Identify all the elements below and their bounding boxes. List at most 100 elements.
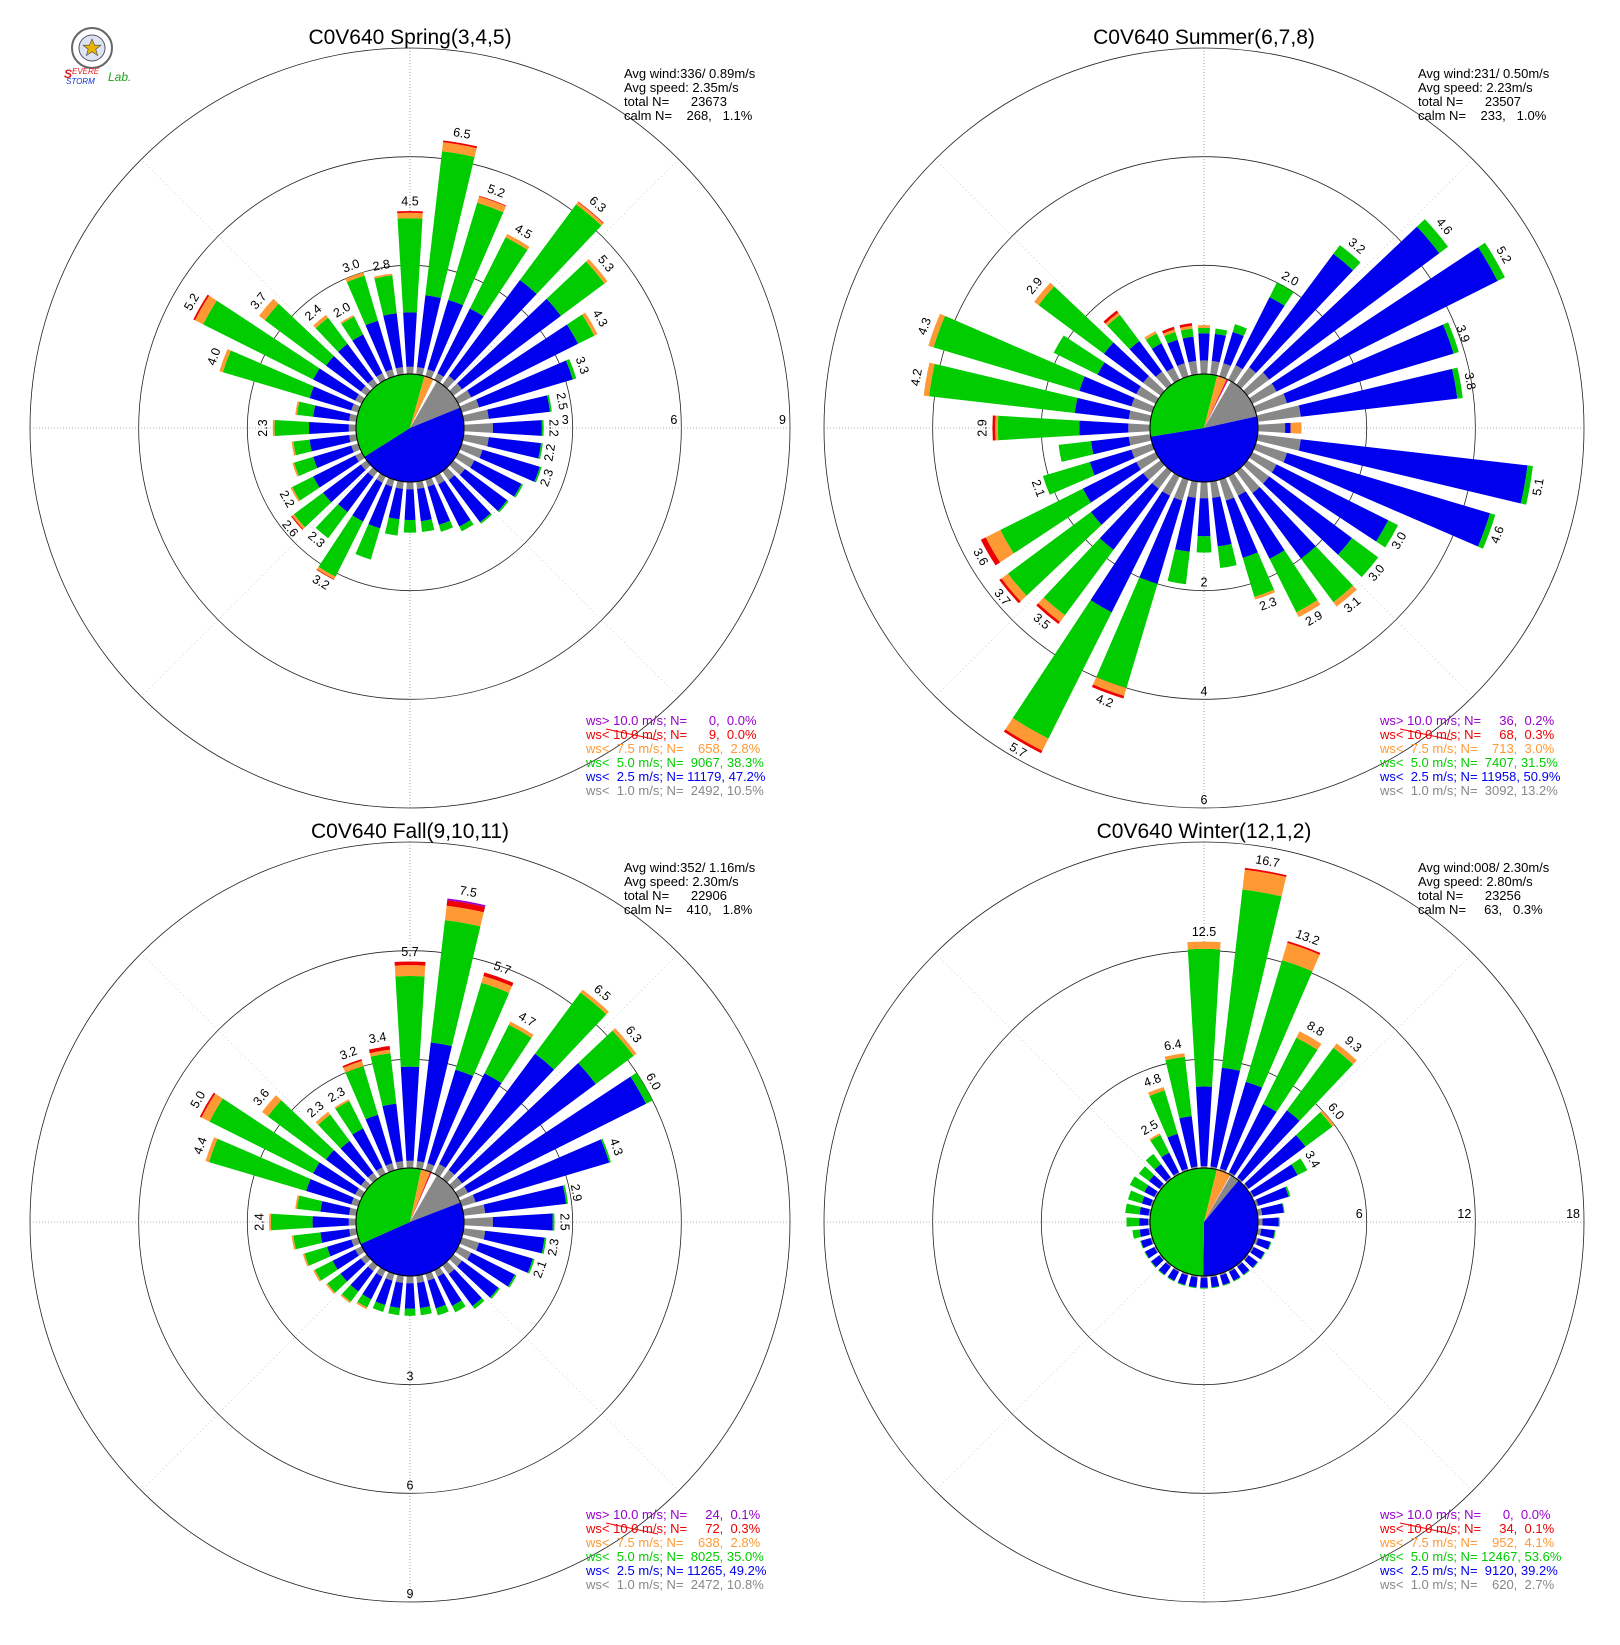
bar-segment-lt5 (1443, 322, 1459, 354)
bar-segment-lt5 (404, 1308, 416, 1316)
bar-segment-lt25 (313, 445, 354, 469)
bar-segment-lt1 (1177, 363, 1189, 379)
bar-segment-lt5 (1416, 219, 1449, 254)
info-avg-wind: Avg wind:336/ 0.89m/s (624, 66, 756, 81)
bar-segment-lt25 (1197, 498, 1211, 537)
bar-segment-lt75 (1333, 1043, 1357, 1065)
info-calm: calm N= 233, 1.0% (1418, 108, 1547, 123)
bar-segment-lt75 (313, 1269, 322, 1282)
bar-segment-lt25 (1151, 1255, 1164, 1268)
bar-segment-lt75 (291, 441, 296, 456)
bar-segment-lt1 (434, 473, 445, 485)
bar-segment-lt5 (1217, 543, 1237, 568)
bar-segment-lt25 (1271, 464, 1389, 542)
bar-segment-lt25 (417, 487, 432, 522)
bar-segment-lt75 (442, 142, 477, 158)
bar-segment-lt5 (578, 1030, 634, 1084)
bar-segment-lt75 (291, 514, 305, 530)
bar-segment-lt5 (600, 1138, 612, 1163)
bar-segment-lt1 (455, 390, 472, 404)
bar-segment-lt25 (1167, 1133, 1189, 1171)
bar-segment-lt5 (395, 976, 425, 1067)
bar-segment-lt25 (352, 1128, 383, 1171)
bar-segment-lt1 (449, 383, 463, 396)
bar-segment-lt5 (1211, 1285, 1220, 1289)
bar-segment-lt25 (448, 475, 491, 523)
bar-segment-lt5 (1177, 1282, 1186, 1286)
bar-segment-lt5 (304, 1246, 331, 1266)
bar-segment-lt5 (388, 1306, 401, 1316)
bar-segment-lt1 (1249, 1246, 1254, 1253)
bar-segment-lt5 (341, 1284, 359, 1302)
bar-segment-lt5 (318, 1114, 350, 1149)
bar-segment-lt5 (448, 202, 504, 306)
bar-segment-lt5 (293, 1232, 323, 1250)
bar-segment-lt25 (1262, 476, 1353, 555)
bar-segment-lt25 (1139, 1206, 1150, 1216)
bar-segment-lt25 (438, 480, 471, 527)
bar-segment-lt1 (463, 423, 493, 433)
bar-segment-lt25 (427, 484, 451, 525)
bar-total-label: 12.5 (1192, 925, 1216, 939)
bar-segment-lt10 (1287, 941, 1321, 955)
bar-segment-lt5 (370, 1053, 397, 1107)
bar-segment-lt5 (208, 1138, 311, 1192)
bar-segment-lt1 (1219, 363, 1231, 379)
bar-segment-lt5 (1000, 488, 1091, 554)
bar-segment-lt5 (547, 394, 552, 412)
bar-segment-lt5 (1286, 1047, 1354, 1121)
bar-segment-lt25 (1074, 397, 1131, 420)
bar-segment-lt1 (351, 1237, 361, 1247)
bar-segment-lt25 (375, 1278, 393, 1305)
bar-segment-lt25 (427, 299, 464, 372)
bar-segment-lt5 (455, 982, 510, 1077)
bar-segment-lt1 (1219, 1168, 1227, 1173)
bar-segment-lt5 (425, 151, 475, 298)
bar-total-label: 3.8 (1462, 371, 1479, 391)
calm-circle-outline (355, 1167, 465, 1277)
bar-segment-lt5 (314, 1260, 338, 1281)
bar-segment-lt1 (459, 399, 480, 413)
bar-segment-lt1 (1243, 460, 1270, 484)
bar-segment-lt5 (1096, 577, 1158, 689)
bar-segment-lt10 (1103, 310, 1119, 324)
legend-entry: ws< 10.0 m/s; N= 68, 0.3% (1379, 727, 1555, 742)
bar-segment-lt5 (292, 476, 320, 501)
bar-segment-lt5 (1300, 546, 1354, 603)
bar-segment-lt25 (1256, 1186, 1289, 1206)
bar-total-label: 5.2 (486, 182, 507, 201)
bar-segment-lt5 (1221, 889, 1282, 1071)
bar-segment-lt25 (1090, 436, 1131, 455)
calm-pie-slice-gt10 (1204, 379, 1229, 428)
ring-label: 6 (1356, 1207, 1363, 1221)
calm-pie-slice-lt25 (1150, 416, 1258, 482)
info-avg-wind: Avg wind:231/ 0.50m/s (1418, 66, 1550, 81)
bar-segment-lt25 (1210, 1067, 1241, 1168)
bar-segment-lt10 (199, 1092, 216, 1118)
bar-segment-lt5 (1144, 1251, 1150, 1259)
legend-strike-mark (605, 1522, 659, 1535)
bar-segment-lt5 (1149, 1090, 1178, 1138)
bar-segment-lt75 (1034, 282, 1055, 306)
bar-segment-lt25 (1089, 449, 1135, 476)
bar-segment-lt1 (1249, 452, 1277, 473)
bar-segment-lt5 (1058, 441, 1094, 462)
bar-total-label: 2.3 (1257, 594, 1278, 613)
calm-pie-slice-lt10 (1204, 379, 1228, 428)
bar-segment-lt1 (1236, 1177, 1243, 1183)
bar-segment-lt25 (1158, 1262, 1171, 1275)
bar-segment-lt1 (416, 1161, 425, 1170)
bar-segment-lt5 (1242, 552, 1274, 597)
bar-segment-lt1 (1236, 467, 1260, 494)
ring-label: 2 (1201, 576, 1208, 590)
bar-segment-lt25 (1103, 342, 1149, 383)
bar-segment-lt75 (923, 362, 935, 397)
bar-segment-lt1 (1219, 477, 1235, 501)
legend-entry: ws< 7.5 m/s; N= 952, 4.1% (1379, 1535, 1555, 1550)
bar-segment-lt75 (1164, 1053, 1185, 1061)
bar-segment-lt5 (1132, 1229, 1141, 1239)
ring-label: 4 (1201, 684, 1208, 698)
ring-label: 3 (407, 1370, 414, 1384)
bar-total-label: 2.3 (545, 1237, 562, 1257)
bar-segment-lt5 (552, 1213, 555, 1231)
